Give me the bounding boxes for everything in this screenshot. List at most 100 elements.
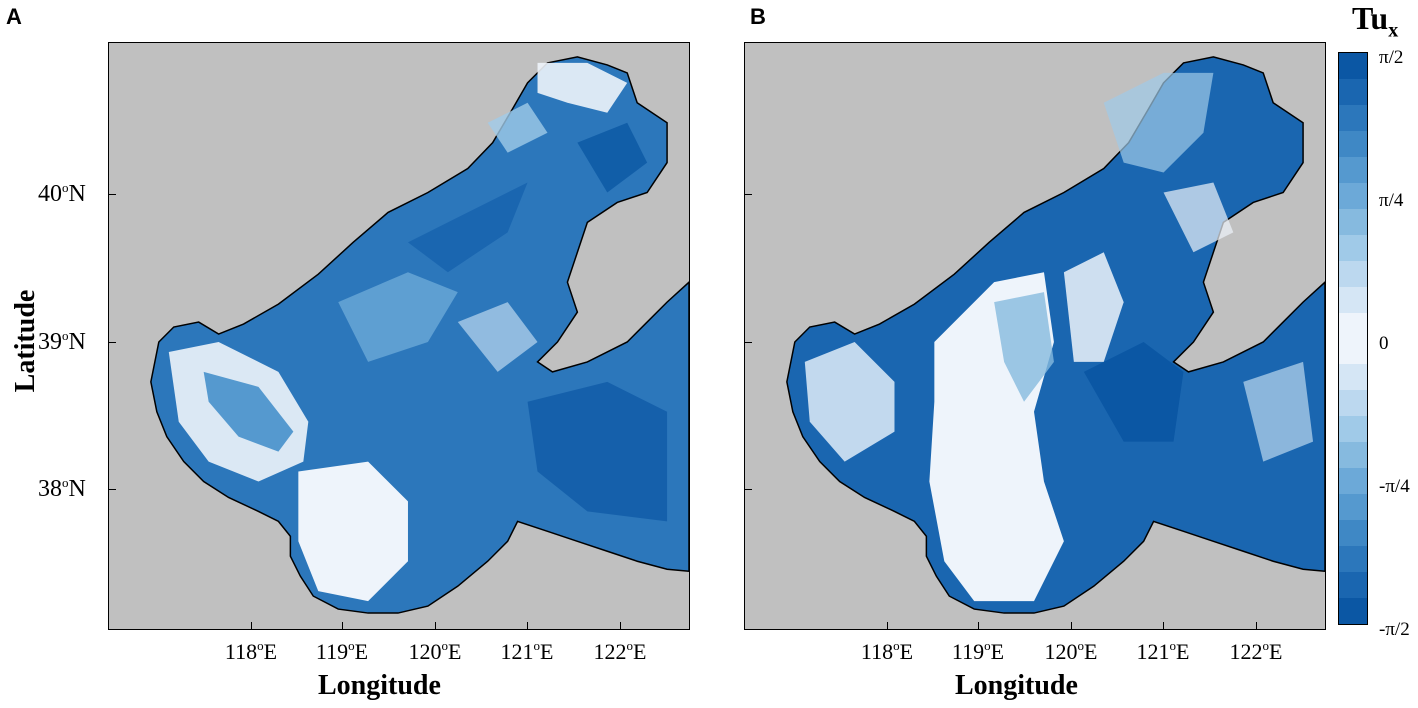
panel-b-x-axis-title: Longitude <box>955 670 1078 701</box>
panel-b-x-tick-mark <box>887 622 888 630</box>
colorbar-segment <box>1339 364 1367 391</box>
tick-degree-symbol: o <box>257 638 264 653</box>
tick-degree-symbol: o <box>62 475 69 490</box>
tick-degree-symbol: o <box>62 328 69 343</box>
panel-a-map-svg <box>150 56 689 614</box>
colorbar-segment <box>1339 104 1367 131</box>
colorbar-title-main: Tu <box>1352 0 1389 36</box>
panel-a-x-tick-label: 118oE <box>225 638 277 665</box>
colorbar-segment <box>1339 572 1367 599</box>
colorbar-segment <box>1339 468 1367 495</box>
colorbar-segment <box>1339 546 1367 573</box>
panel-a-map <box>108 42 690 630</box>
colorbar-segment <box>1339 78 1367 105</box>
colorbar-tick-label: π/2 <box>1379 47 1404 68</box>
panel-b-x-tick-mark <box>1256 622 1257 630</box>
colorbar-segment <box>1339 234 1367 261</box>
colorbar-segment <box>1339 182 1367 209</box>
panel-a-x-tick-mark <box>527 622 528 630</box>
tick-degree: 122 <box>593 639 627 664</box>
colorbar-segment <box>1339 156 1367 183</box>
panel-a-y-tick-mark <box>108 194 116 195</box>
colorbar-title: Tux <box>1352 0 1398 42</box>
panel-b-x-tick-mark <box>1071 622 1072 630</box>
tick-degree-symbol: o <box>1262 638 1270 653</box>
tick-degree: 119 <box>315 639 349 664</box>
panel-a-x-axis-title: Longitude <box>318 670 441 701</box>
colorbar-segment <box>1339 520 1367 547</box>
tick-degree: 121 <box>1136 639 1170 664</box>
colorbar-segment <box>1339 494 1367 521</box>
tick-degree-symbol: o <box>62 180 69 195</box>
tick-degree-symbol: o <box>1077 638 1085 653</box>
tick-degree: 38 <box>38 476 62 502</box>
panel-b-x-tick-label: 122oE <box>1230 638 1283 665</box>
tick-degree-symbol: o <box>893 638 900 653</box>
tick-degree-symbol: o <box>984 638 991 653</box>
panel-a-label: A <box>6 4 22 29</box>
colorbar-segment <box>1339 598 1367 624</box>
tick-hemisphere: E <box>633 639 647 664</box>
colorbar-segment <box>1339 312 1367 339</box>
tick-hemisphere: E <box>448 639 462 664</box>
colorbar-segment <box>1339 208 1367 235</box>
tick-degree: 122 <box>1229 639 1263 664</box>
colorbar-segment <box>1339 130 1367 157</box>
panel-a-x-tick-mark <box>342 622 343 630</box>
panel-b-x-tick-label: 119oE <box>952 638 1004 665</box>
tick-hemisphere: E <box>263 639 278 664</box>
panel-b-x-tick-label: 121oE <box>1137 638 1190 665</box>
panel-b-y-tick-mark <box>744 342 752 343</box>
tick-hemisphere: E <box>899 639 914 664</box>
tick-degree-symbol: o <box>533 638 541 653</box>
tick-degree: 118 <box>860 639 894 664</box>
panel-a-x-tick-label: 122oE <box>594 638 647 665</box>
tick-hemisphere: E <box>540 639 554 664</box>
tick-degree-symbol: o <box>1169 638 1177 653</box>
colorbar-title-sub: x <box>1388 19 1399 42</box>
panel-b-map-svg <box>786 56 1325 614</box>
panel-a-x-tick-label: 121oE <box>501 638 554 665</box>
tick-degree: 120 <box>408 639 442 664</box>
tick-degree: 119 <box>951 639 985 664</box>
colorbar-segment <box>1339 442 1367 469</box>
tick-degree: 39 <box>38 329 62 355</box>
tick-hemisphere: E <box>1176 639 1190 664</box>
colorbar-segment <box>1339 260 1367 287</box>
panel-a-x-tick-mark <box>620 622 621 630</box>
colorbar-tick-label: π/4 <box>1379 190 1404 211</box>
panel-a-y-tick-mark <box>108 342 116 343</box>
panel-b-x-tick-mark <box>1163 622 1164 630</box>
y-tick-label: 39oN <box>38 328 86 356</box>
panel-a-x-tick-mark <box>251 622 252 630</box>
panel-a-x-tick-label: 120oE <box>409 638 462 665</box>
panel-b-map <box>744 42 1326 630</box>
tick-degree-symbol: o <box>441 638 449 653</box>
y-tick-label: 38oN <box>38 475 86 503</box>
tick-hemisphere: E <box>354 639 369 664</box>
tick-degree: 40 <box>38 181 62 207</box>
tick-degree-symbol: o <box>626 638 634 653</box>
colorbar-segment <box>1339 390 1367 417</box>
panel-b-label: B <box>750 4 766 29</box>
tick-degree: 118 <box>224 639 258 664</box>
colorbar-segment <box>1339 338 1367 365</box>
panel-b-x-tick-label: 118oE <box>861 638 913 665</box>
colorbar-segment <box>1339 416 1367 443</box>
tick-hemisphere: E <box>1269 639 1283 664</box>
colorbar-tick-label: -π/2 <box>1379 619 1410 640</box>
colorbar <box>1338 52 1368 625</box>
panel-a-x-tick-label: 119oE <box>316 638 368 665</box>
tick-degree-symbol: o <box>348 638 355 653</box>
y-tick-label: 40oN <box>38 180 86 208</box>
panel-a-x-tick-mark <box>435 622 436 630</box>
panel-a-y-tick-mark <box>108 489 116 490</box>
tick-hemisphere: N <box>68 329 86 355</box>
tick-degree: 120 <box>1044 639 1078 664</box>
tick-hemisphere: N <box>68 181 86 207</box>
tick-hemisphere: E <box>1084 639 1098 664</box>
tick-hemisphere: E <box>990 639 1005 664</box>
panel-b-x-tick-label: 120oE <box>1045 638 1098 665</box>
tick-degree: 121 <box>500 639 534 664</box>
tick-hemisphere: N <box>68 476 86 502</box>
